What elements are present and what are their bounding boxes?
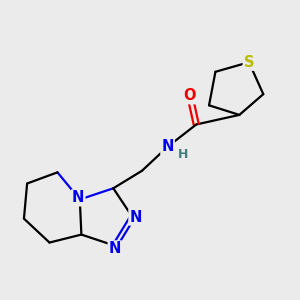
Text: N: N [109,242,121,256]
Text: S: S [244,55,254,70]
Text: H: H [178,148,189,161]
Text: N: N [130,209,142,224]
Text: N: N [72,190,84,206]
Text: O: O [184,88,196,103]
Text: N: N [161,139,174,154]
